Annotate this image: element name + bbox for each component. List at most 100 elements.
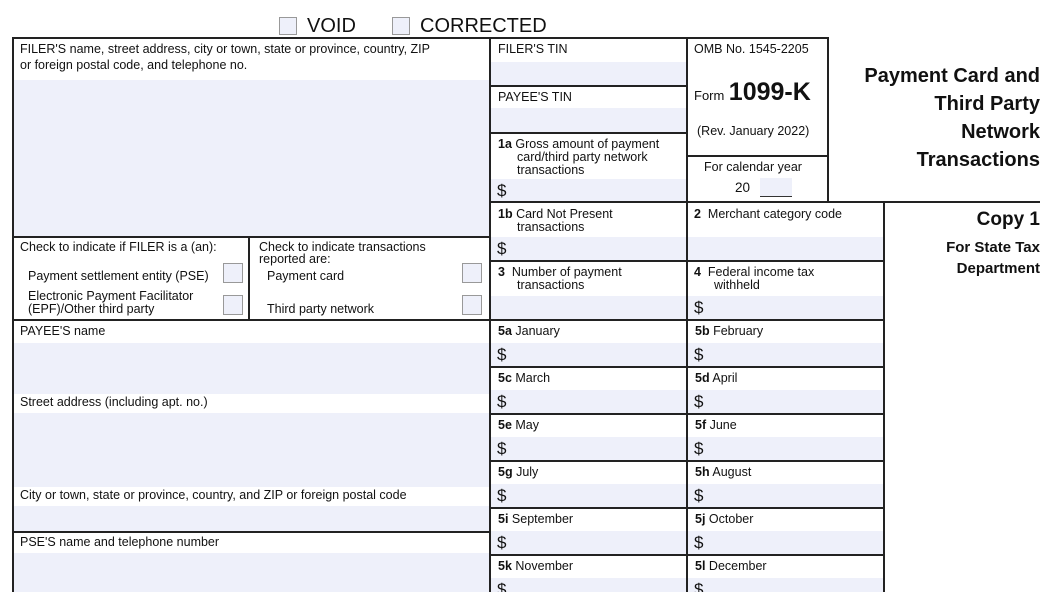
box-5g-field[interactable] (491, 484, 686, 507)
divider (489, 85, 687, 87)
box-1b-field[interactable] (491, 237, 686, 260)
box-5e-field[interactable] (491, 437, 686, 460)
form-title: Payment Card and Third Party Network Tra… (864, 62, 1040, 174)
box-3-label: transactions (517, 278, 585, 292)
filer-type-heading: Check to indicate if FILER is a (an): (20, 240, 217, 254)
city-field[interactable] (14, 506, 489, 531)
filer-info-field[interactable] (14, 80, 489, 236)
pse-name-label: PSE'S name and telephone number (20, 535, 220, 549)
box-5e-label: 5e May (498, 419, 539, 432)
month-name: June (709, 418, 737, 432)
box-4-field[interactable] (688, 296, 883, 319)
box-2-field[interactable] (688, 237, 883, 260)
year-field[interactable] (760, 178, 792, 197)
divider (12, 319, 884, 321)
payee-name-field[interactable] (14, 343, 489, 394)
title-line: Third Party (934, 93, 1040, 115)
copy-description: For State Tax Department (946, 237, 1040, 279)
month-name: August (712, 465, 752, 479)
payment-card-checkbox[interactable] (462, 263, 482, 283)
divider (489, 366, 687, 368)
dollar-sign: $ (497, 439, 507, 458)
payee-tin-label: PAYEE'S TIN (498, 90, 572, 104)
divider (686, 460, 884, 462)
divider (489, 554, 687, 556)
void-label: VOID (307, 15, 356, 37)
box-4-label: withheld (714, 278, 760, 292)
box-2-label: 2 Merchant category code (694, 208, 842, 221)
box-5b-field[interactable] (688, 343, 883, 366)
filer-label: or foreign postal code, and telephone no… (20, 58, 248, 72)
third-party-checkbox[interactable] (462, 295, 482, 315)
epf-label: Electronic Payment Facilitator (28, 289, 194, 303)
divider (686, 37, 688, 592)
divider (686, 155, 828, 157)
box-5h-field[interactable] (688, 484, 883, 507)
dollar-sign: $ (497, 533, 507, 552)
month-name: July (516, 465, 539, 479)
street-field[interactable] (14, 413, 489, 487)
divider (489, 201, 1040, 203)
dollar-sign: $ (694, 580, 704, 592)
box-number: 5g (498, 465, 513, 479)
month-name: March (515, 371, 551, 385)
month-name: December (708, 559, 767, 573)
txn-heading: reported are: (259, 252, 331, 266)
corrected-checkbox[interactable] (392, 17, 410, 35)
box-3-field[interactable] (491, 296, 686, 319)
box-5k-label: 5k November (498, 560, 573, 573)
box-5d-field[interactable] (688, 390, 883, 413)
dollar-sign: $ (694, 392, 704, 411)
filer-tin-field[interactable] (491, 62, 686, 85)
box-3-label: 3 Number of payment (498, 266, 622, 279)
box-5f-field[interactable] (688, 437, 883, 460)
box-1a-label: 1a Gross amount of payment (498, 138, 659, 151)
dollar-sign: $ (694, 486, 704, 505)
box-5l-field[interactable] (688, 578, 883, 592)
pse-checkbox[interactable] (223, 263, 243, 283)
calendar-year-label: For calendar year (704, 160, 802, 174)
void-checkbox[interactable] (279, 17, 297, 35)
box-number: 5e (498, 418, 512, 432)
box-number: 1b (498, 207, 513, 221)
divider (12, 531, 490, 533)
dollar-sign: $ (694, 345, 704, 364)
box-1a-field[interactable] (491, 179, 686, 201)
month-name: May (515, 418, 540, 432)
box-5k-field[interactable] (491, 578, 686, 592)
month-name: September (511, 512, 574, 526)
pse-label: Payment settlement entity (PSE) (28, 269, 209, 283)
divider (489, 260, 884, 262)
divider (12, 37, 829, 39)
divider (827, 37, 829, 203)
divider (686, 507, 884, 509)
box-number: 4 (694, 265, 701, 279)
txn-heading: Check to indicate transactions (259, 240, 426, 254)
title-line: Network (961, 121, 1040, 143)
box-5c-field[interactable] (491, 390, 686, 413)
box-label-text: Card Not Present (516, 207, 613, 221)
box-number: 3 (498, 265, 505, 279)
box-5j-field[interactable] (688, 531, 883, 554)
box-number: 5d (695, 371, 710, 385)
payee-tin-field[interactable] (491, 108, 686, 132)
divider (12, 37, 14, 592)
third-party-label: Third party network (267, 302, 374, 316)
pse-name-field[interactable] (14, 553, 489, 592)
box-5i-field[interactable] (491, 531, 686, 554)
dollar-sign: $ (497, 345, 507, 364)
box-1b-label: transactions (517, 220, 585, 234)
epf-checkbox[interactable] (223, 295, 243, 315)
box-number: 5c (498, 371, 512, 385)
box-5b-label: 5b February (695, 325, 763, 338)
box-5a-field[interactable] (491, 343, 686, 366)
divider (883, 201, 885, 592)
box-5g-label: 5g July (498, 466, 538, 479)
box-number: 2 (694, 207, 701, 221)
box-5j-label: 5j October (695, 513, 753, 526)
form-word: Form (694, 88, 725, 103)
dollar-sign: $ (497, 239, 507, 258)
month-name: April (712, 371, 738, 385)
copy-line: Department (956, 260, 1040, 277)
box-number: 5l (695, 559, 706, 573)
